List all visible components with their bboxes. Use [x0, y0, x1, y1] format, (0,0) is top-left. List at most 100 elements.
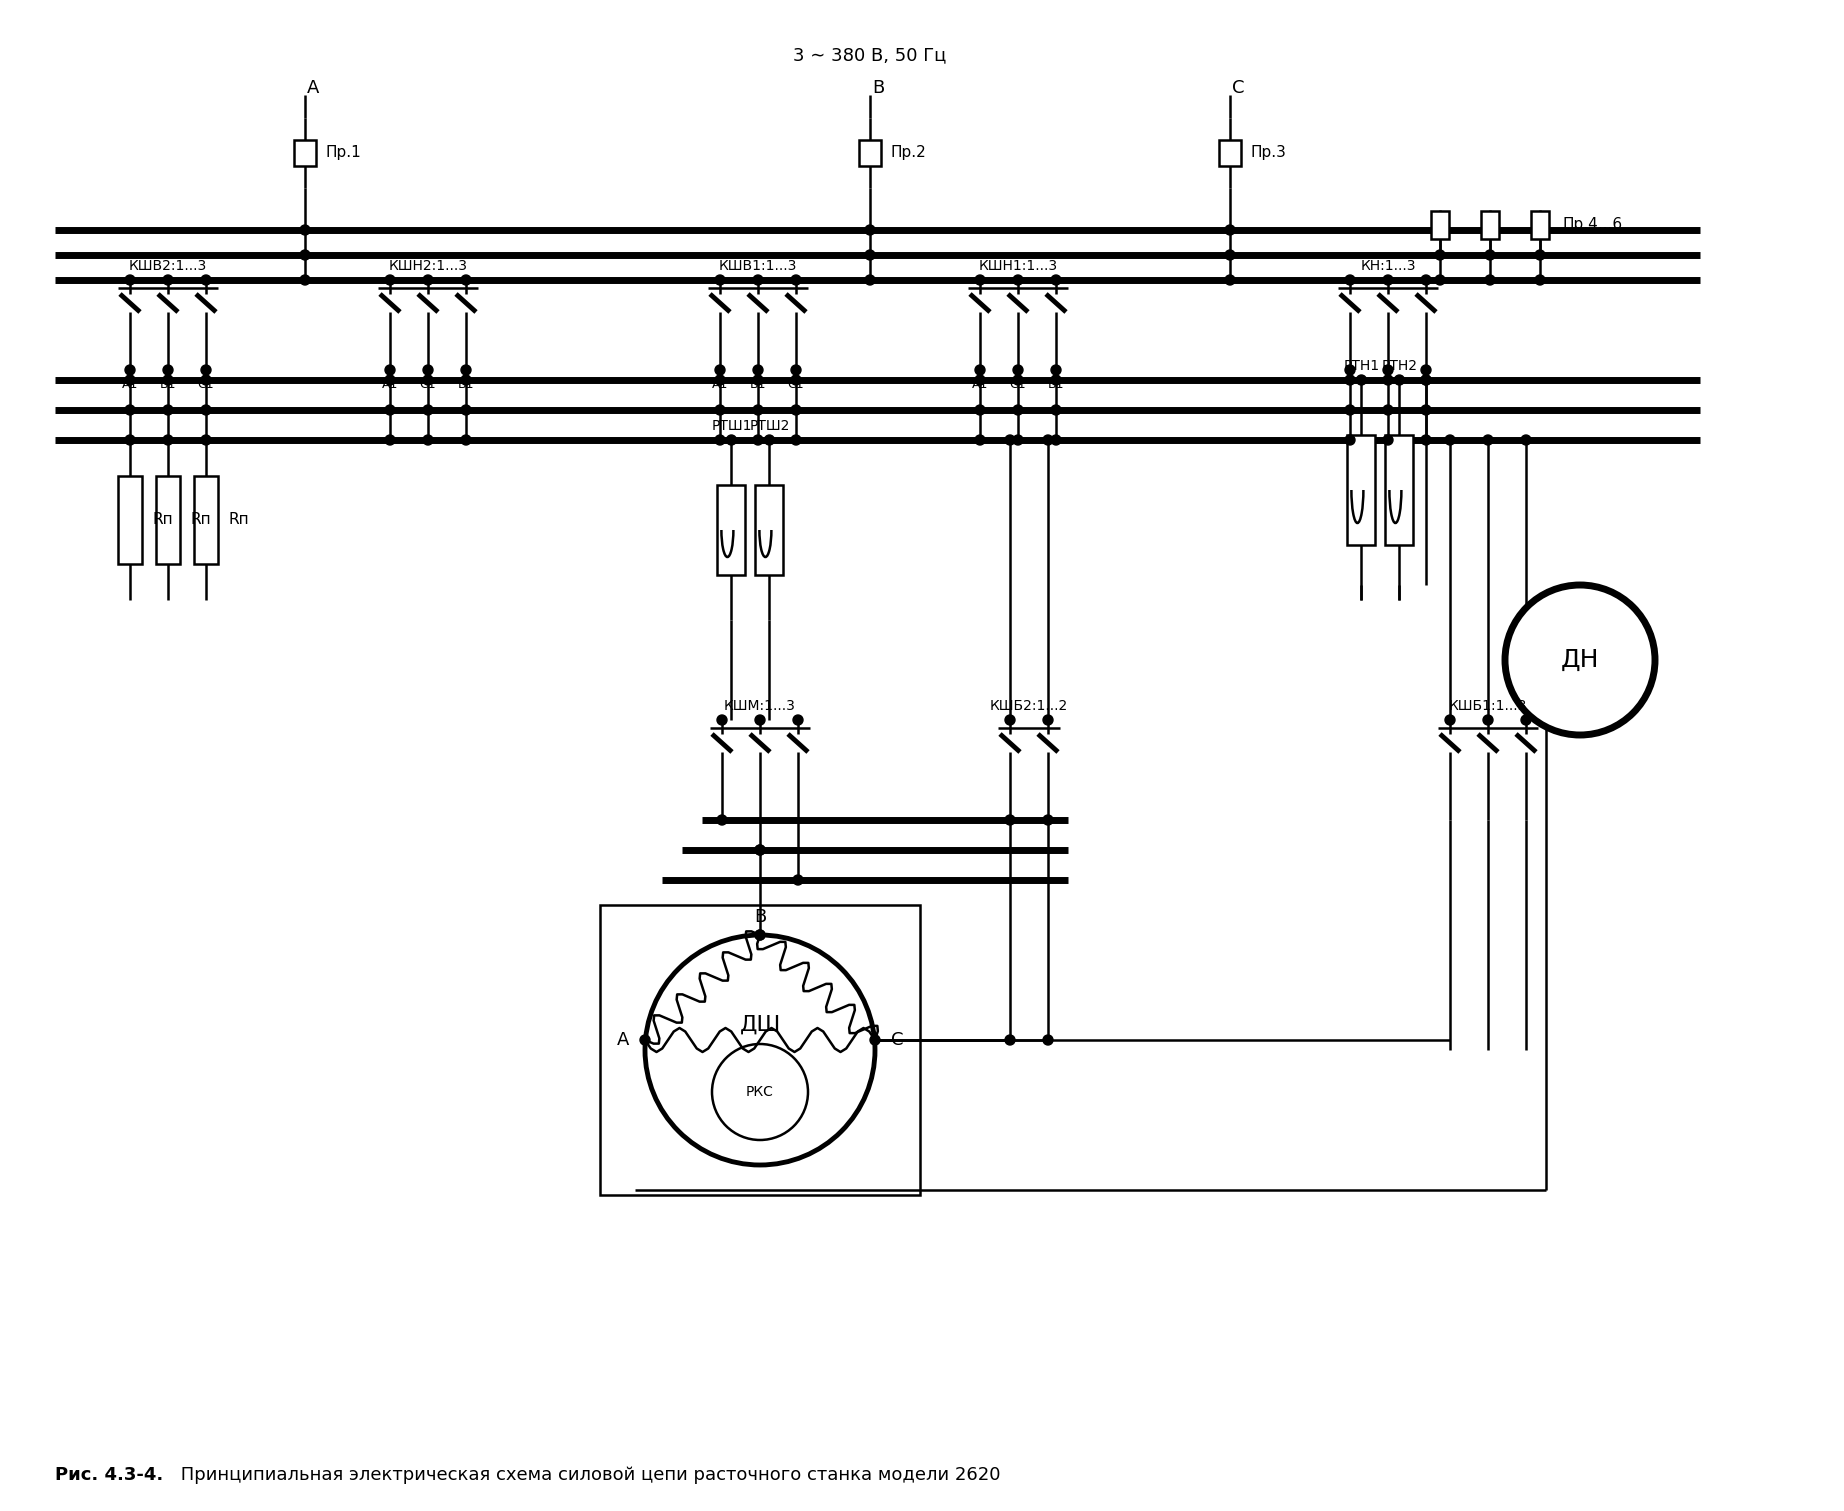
Text: B1: B1 — [160, 378, 177, 390]
Text: РТН1: РТН1 — [1342, 360, 1379, 373]
Circle shape — [791, 366, 800, 375]
Circle shape — [162, 366, 173, 375]
Circle shape — [752, 366, 763, 375]
Circle shape — [1505, 585, 1656, 734]
Bar — [1481, 212, 1499, 239]
Bar — [1385, 435, 1413, 545]
Circle shape — [1224, 275, 1235, 286]
Circle shape — [1224, 249, 1235, 260]
Circle shape — [1005, 435, 1014, 446]
Circle shape — [125, 275, 135, 286]
Circle shape — [1344, 375, 1355, 385]
Text: Рис. 4.3-4.: Рис. 4.3-4. — [55, 1466, 164, 1484]
Text: A: A — [616, 1031, 629, 1049]
Circle shape — [301, 275, 310, 286]
Text: Rп: Rп — [190, 512, 210, 527]
Circle shape — [1534, 249, 1545, 260]
Circle shape — [162, 435, 173, 446]
Circle shape — [385, 275, 395, 286]
Circle shape — [1005, 715, 1014, 725]
Circle shape — [201, 275, 210, 286]
Text: 3 ∼ 380 В, 50 Гц: 3 ∼ 380 В, 50 Гц — [793, 45, 946, 63]
Circle shape — [461, 366, 470, 375]
Circle shape — [461, 275, 470, 286]
Circle shape — [752, 405, 763, 416]
Circle shape — [1224, 225, 1235, 236]
Circle shape — [791, 435, 800, 446]
Circle shape — [1005, 814, 1014, 825]
Circle shape — [717, 715, 727, 725]
Circle shape — [1051, 435, 1060, 446]
Circle shape — [1521, 435, 1531, 446]
Circle shape — [385, 435, 395, 446]
Circle shape — [201, 366, 210, 375]
Circle shape — [1383, 435, 1392, 446]
Circle shape — [1012, 405, 1023, 416]
Circle shape — [1484, 275, 1495, 286]
Text: B1: B1 — [1047, 378, 1064, 390]
Text: РТШ2: РТШ2 — [749, 419, 789, 434]
Text: Пр.4...6: Пр.4...6 — [1562, 218, 1623, 233]
Circle shape — [645, 935, 876, 1165]
Text: A1: A1 — [382, 378, 398, 390]
Circle shape — [1344, 435, 1355, 446]
Circle shape — [870, 1035, 880, 1046]
Circle shape — [1422, 405, 1431, 416]
Circle shape — [975, 275, 985, 286]
Text: C: C — [1232, 79, 1245, 97]
Circle shape — [1383, 275, 1392, 286]
Circle shape — [1422, 435, 1431, 446]
Circle shape — [715, 366, 725, 375]
Circle shape — [712, 1044, 808, 1139]
Bar — [1348, 435, 1376, 545]
Circle shape — [754, 715, 765, 725]
Bar — [1219, 139, 1241, 166]
Text: C1: C1 — [197, 378, 214, 390]
Text: Пр.3: Пр.3 — [1250, 145, 1285, 160]
Bar — [157, 476, 181, 564]
Circle shape — [162, 275, 173, 286]
Circle shape — [1383, 375, 1392, 385]
Text: Rп: Rп — [229, 512, 249, 527]
Circle shape — [865, 249, 876, 260]
Circle shape — [422, 366, 433, 375]
Circle shape — [640, 1035, 649, 1046]
Circle shape — [975, 405, 985, 416]
Circle shape — [754, 845, 765, 855]
Bar — [293, 139, 315, 166]
Text: ДН: ДН — [1560, 648, 1599, 672]
Circle shape — [1012, 275, 1023, 286]
Circle shape — [1435, 249, 1446, 260]
Text: B1: B1 — [457, 378, 474, 390]
Circle shape — [1051, 275, 1060, 286]
Circle shape — [715, 375, 725, 385]
Text: КН:1...3: КН:1...3 — [1361, 258, 1416, 273]
Circle shape — [1422, 275, 1431, 286]
Circle shape — [765, 435, 774, 446]
Circle shape — [1534, 275, 1545, 286]
Text: КШМ:1...3: КШМ:1...3 — [725, 700, 797, 713]
Circle shape — [715, 435, 725, 446]
Text: Пр.1: Пр.1 — [325, 145, 361, 160]
Circle shape — [975, 435, 985, 446]
Text: B1: B1 — [751, 378, 767, 390]
Circle shape — [1435, 275, 1446, 286]
Text: КШБ2:1...2: КШБ2:1...2 — [990, 700, 1068, 713]
Circle shape — [1446, 715, 1455, 725]
Circle shape — [1051, 366, 1060, 375]
Text: КШН2:1...3: КШН2:1...3 — [389, 258, 468, 273]
Circle shape — [1483, 715, 1494, 725]
Circle shape — [865, 225, 876, 236]
Text: C1: C1 — [787, 378, 804, 390]
Bar — [756, 485, 784, 576]
Circle shape — [125, 435, 135, 446]
Circle shape — [1051, 405, 1060, 416]
Text: РТН2: РТН2 — [1381, 360, 1418, 373]
Circle shape — [125, 375, 135, 385]
Bar — [859, 139, 881, 166]
Circle shape — [385, 405, 395, 416]
Text: B: B — [754, 908, 765, 926]
Circle shape — [715, 405, 725, 416]
Circle shape — [754, 845, 765, 855]
Circle shape — [1394, 375, 1405, 385]
